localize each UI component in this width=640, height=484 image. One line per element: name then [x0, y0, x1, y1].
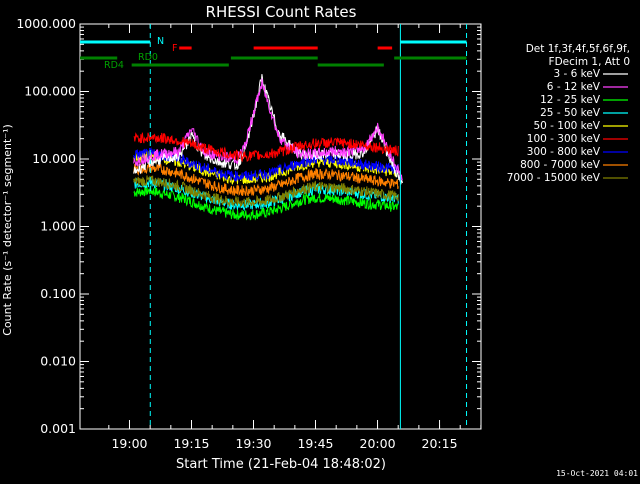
y-tick-label: 10.000: [32, 151, 76, 166]
x-tick-label: 20:00: [360, 436, 396, 451]
series-line-3to6keV: [133, 74, 403, 185]
plot-frame: [79, 23, 482, 430]
y-tick-label: 0.001: [40, 421, 76, 436]
plot-area: [133, 74, 403, 221]
series-line-50to100keV: [133, 150, 399, 185]
flag-label-rd4: RD4: [104, 60, 124, 71]
series-line-7000to15000keV: [133, 175, 399, 208]
x-tick-label: 19:00: [111, 436, 147, 451]
flag-label-f: F: [172, 43, 177, 54]
y-tick-label: 1.000: [40, 219, 76, 234]
series-line-100to300keV: [133, 132, 399, 163]
legend-label: 3 - 6 keV: [553, 68, 600, 80]
y-axis-label: Count Rate (s⁻¹ detector⁻¹ segment⁻¹): [1, 124, 14, 336]
flag-label-n: N: [157, 36, 164, 47]
legend-header-line-2: FDecim 1, Att 0: [549, 56, 630, 68]
series-line-800to7000keV: [133, 161, 399, 197]
y-tick-label: 1000.000: [16, 16, 76, 31]
legend-label: 25 - 50 keV: [540, 107, 601, 119]
x-tick-label: 19:45: [297, 436, 333, 451]
legend-label: 800 - 7000 keV: [520, 159, 601, 171]
legend-label: 7000 - 15000 keV: [507, 172, 601, 184]
legend-header-line-1: Det 1f,3f,4f,5f,6f,9f,: [526, 43, 630, 55]
y-tick-label: 100.000: [24, 84, 76, 99]
legend-label: 6 - 12 keV: [547, 81, 601, 93]
x-tick-label: 19:30: [235, 436, 271, 451]
x-tick-label: 19:15: [173, 436, 209, 451]
legend-label: 100 - 300 keV: [527, 133, 601, 145]
y-tick-label: 0.100: [40, 286, 76, 301]
series-line-12to25keV: [133, 185, 399, 221]
legend-label: 12 - 25 keV: [540, 94, 601, 106]
legend-label: 50 - 100 keV: [533, 120, 600, 132]
footer-timestamp: 15-Oct-2021 04:01: [556, 469, 638, 478]
y-tick-label: 0.010: [40, 354, 76, 369]
chart-title: RHESSI Count Rates: [206, 3, 357, 21]
series-line-6to12keV: [133, 78, 403, 181]
flag-label-rd0: RD0: [138, 52, 158, 63]
x-tick-label: 20:15: [422, 436, 458, 451]
x-axis-label: Start Time (21-Feb-04 18:48:02): [176, 457, 386, 472]
legend-label: 300 - 800 keV: [527, 146, 601, 158]
